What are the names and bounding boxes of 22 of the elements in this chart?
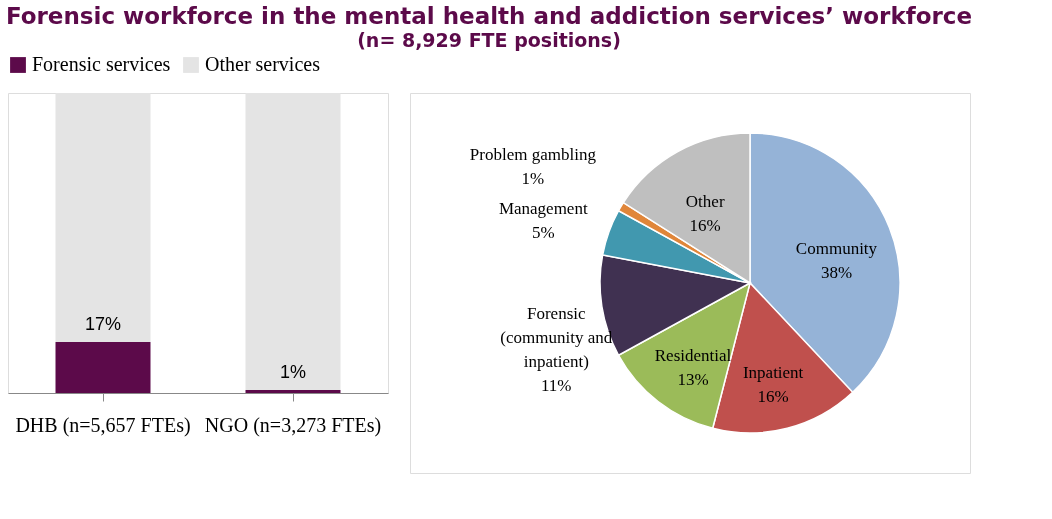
data-label: 5% bbox=[531, 222, 555, 242]
data-label: 17% bbox=[84, 314, 122, 334]
slice-label: Management bbox=[498, 198, 588, 218]
data-label: 38% bbox=[820, 262, 853, 282]
slice-label: Other bbox=[685, 191, 725, 211]
slice-label: Inpatient bbox=[742, 363, 804, 383]
data-label: 16% bbox=[689, 215, 721, 235]
data-label: 1% bbox=[279, 362, 307, 382]
data-label: 11% bbox=[540, 375, 572, 395]
legend-label: Other services bbox=[205, 53, 321, 75]
data-label: 1% bbox=[521, 168, 545, 188]
data-label: 13% bbox=[677, 370, 709, 390]
x-tick-label: DHB (n=5,657 FTEs) bbox=[15, 413, 191, 437]
x-tick-label: NGO (n=3,273 FTEs) bbox=[204, 413, 382, 437]
legend-label: Forensic services bbox=[32, 53, 171, 75]
slice-label: Community bbox=[795, 238, 878, 258]
slice-label: Problem gambling bbox=[469, 144, 597, 164]
data-label: 16% bbox=[757, 387, 789, 407]
text: (n= 8,929 FTE positions) bbox=[357, 28, 621, 51]
text: Forensic workforce in the mental health and addiction services’ workforce bbox=[5, 2, 973, 29]
slice-label: Residential bbox=[654, 346, 732, 366]
slice-label: Forensic (community and inpatient) bbox=[500, 303, 613, 371]
